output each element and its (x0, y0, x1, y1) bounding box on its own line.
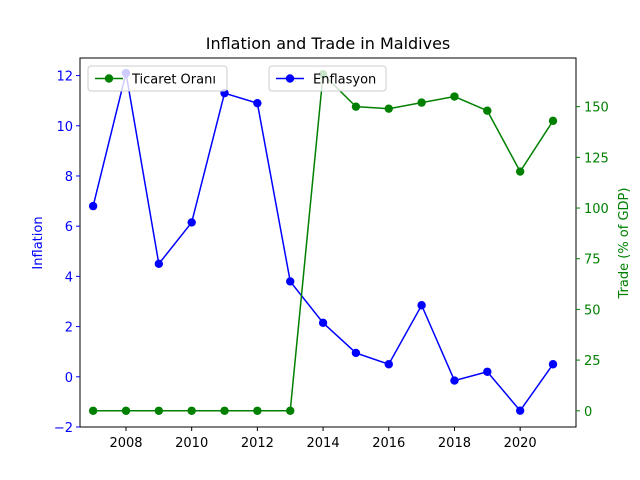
left-tick-label: 10 (56, 120, 73, 135)
right-tick-label: 75 (584, 253, 601, 268)
trade-point-2020 (515, 167, 525, 176)
trade-point-2008 (121, 406, 131, 415)
legend-label: Enflasyon (313, 73, 376, 88)
trade-point-2018 (450, 92, 459, 101)
right-y-axis: 0 25 50 75 100 125 150 (576, 101, 609, 420)
right-tick-label: 100 (584, 202, 609, 217)
legend-trade: Ticaret Oranı (87, 65, 228, 92)
x-tick-label: 2016 (372, 436, 405, 451)
trade-point-2013 (286, 406, 295, 415)
chart-title: Inflation and Trade in Maldives (206, 34, 451, 53)
left-tick-label: 4 (65, 270, 73, 285)
trade-point-2011 (220, 406, 229, 415)
right-tick-label: 25 (584, 354, 601, 369)
inflation-point-2018 (450, 376, 459, 385)
inflation-point-2013 (286, 277, 295, 286)
inflation-point-2010 (187, 218, 196, 227)
x-tick-label: 2020 (504, 436, 537, 451)
trade-point-2007 (88, 406, 98, 415)
trade-point-2017 (417, 98, 426, 107)
legend-layer: Ticaret Oranı Enflasyon (87, 65, 387, 92)
trade-point-2010 (187, 406, 196, 415)
left-axis-label: Inflation (31, 216, 46, 269)
x-tick-label: 2018 (438, 436, 471, 451)
inflation-point-2014 (318, 318, 328, 328)
trade-point-2015 (351, 102, 361, 111)
x-tick-label: 2008 (109, 436, 142, 451)
trade-point-2019 (483, 106, 492, 115)
legend-marker (104, 74, 114, 83)
inflation-point-2019 (483, 367, 492, 376)
right-axis-label: Trade (% of GDP) (617, 188, 632, 300)
series-layer (88, 68, 558, 415)
trade-point-2021 (548, 116, 558, 126)
inflation-series-line (92, 72, 554, 412)
legend-marker (285, 74, 295, 83)
right-tick-label: 150 (584, 101, 609, 116)
inflation-point-2016 (384, 360, 393, 369)
trade-point-2012 (253, 406, 262, 415)
x-tick-label: 2010 (175, 436, 208, 451)
trade-point-2016 (384, 104, 393, 113)
inflation-point-2007 (88, 201, 98, 211)
left-tick-label: −2 (54, 421, 73, 436)
x-tick-label: 2012 (241, 436, 274, 451)
inflation-point-2015 (351, 348, 361, 358)
x-tick-label: 2014 (307, 436, 340, 451)
inflation-point-2017 (417, 301, 426, 310)
inflation-point-2020 (515, 406, 525, 415)
left-tick-label: 6 (65, 220, 73, 235)
left-tick-label: 2 (65, 321, 73, 336)
inflation-point-2012 (253, 98, 262, 108)
left-y-axis: −2 0 2 4 6 8 10 12 (54, 70, 80, 436)
legend-inflation: Enflasyon (268, 65, 387, 92)
inflation-point-2021 (548, 360, 558, 369)
legend-box (268, 65, 387, 92)
inflation-point-2009 (154, 259, 164, 269)
plot-frame (79, 57, 577, 428)
left-tick-label: 0 (65, 371, 73, 386)
x-axis: 2008 2010 2012 2014 2016 2018 2020 (109, 427, 537, 451)
legend-label: Ticaret Oranı (131, 73, 216, 88)
legend-box (87, 65, 228, 92)
right-tick-label: 0 (584, 405, 592, 420)
trade-point-2009 (154, 406, 164, 415)
left-tick-label: 8 (65, 170, 73, 185)
left-tick-label: 12 (56, 70, 73, 85)
right-tick-label: 50 (584, 303, 601, 318)
trade-series-line (93, 72, 554, 412)
right-tick-label: 125 (584, 151, 609, 166)
